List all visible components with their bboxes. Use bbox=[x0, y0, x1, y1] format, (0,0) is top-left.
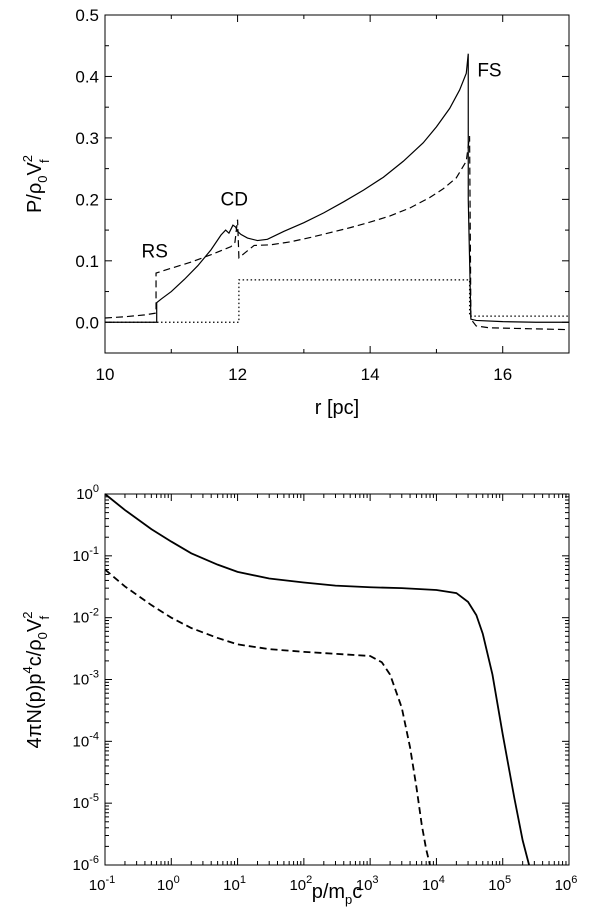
bottom-plot-data bbox=[104, 493, 530, 866]
top-y-tick-label: 0.5 bbox=[75, 6, 99, 25]
top-y-tick-label: 0.1 bbox=[75, 252, 99, 271]
bottom-y-tick-label: 10-6 bbox=[73, 854, 99, 874]
top-x-tick-label: 12 bbox=[228, 365, 247, 384]
bottom-y-tick-label: 10-3 bbox=[73, 669, 99, 689]
bottom-x-tick-label: 10-1 bbox=[89, 874, 115, 894]
bottom-ylabel-b: c/ρ bbox=[24, 639, 46, 666]
top-y-tick-label: 0.3 bbox=[75, 129, 99, 148]
top-plot-data bbox=[104, 53, 570, 331]
top-x-tick-label: 16 bbox=[493, 365, 512, 384]
top-y-tick-label: 0.4 bbox=[75, 67, 99, 86]
top-ylabel-sup: 2 bbox=[20, 155, 35, 162]
bottom-ylabel-sup4: 4 bbox=[20, 666, 35, 673]
bottom-y-tick-label: 10-4 bbox=[73, 730, 99, 750]
annotation-cd: CD bbox=[221, 190, 248, 211]
bottom-ticks: 10-1 100 101 102 103 104 105 106 100 10-1 10-2 10-3… bbox=[73, 483, 578, 894]
top-series-dashed-line bbox=[104, 135, 570, 331]
top-ticks: 10 12 14 16 0.0 0.1 0.2 0.3 0.4 0.5 bbox=[75, 6, 569, 384]
top-y-axis-label: P/ρ0V2 f bbox=[20, 155, 52, 213]
bottom-ylabel-mid: V bbox=[24, 618, 46, 632]
bottom-y-tick-label: 100 bbox=[76, 483, 99, 503]
bottom-panel: 10-1 100 101 102 103 104 105 106 100 10-1 10-2 10-3… bbox=[20, 483, 577, 907]
top-y-tick-label: 0.0 bbox=[75, 313, 99, 332]
bottom-y-tick-label: 10-5 bbox=[73, 792, 99, 812]
top-ylabel-base: P/ρ bbox=[24, 183, 46, 213]
top-panel: 10 12 14 16 0.0 0.1 0.2 0.3 0.4 0.5 RS CD FS r [p… bbox=[20, 6, 570, 419]
top-ylabel-sub0: 0 bbox=[35, 176, 50, 183]
top-series-solid-line bbox=[105, 53, 569, 323]
top-ylabel-sub1: f bbox=[37, 159, 52, 163]
bottom-y-tick-label: 10-1 bbox=[73, 545, 99, 565]
bottom-series-dashed-line bbox=[104, 568, 431, 866]
top-x-tick-label: 14 bbox=[361, 365, 380, 384]
annotation-rs: RS bbox=[142, 242, 168, 263]
annotation-fs: FS bbox=[477, 60, 501, 81]
bottom-x-tick-label: 103 bbox=[356, 874, 379, 894]
bottom-series-solid-line bbox=[104, 493, 530, 866]
top-y-tick-label: 0.2 bbox=[75, 190, 99, 209]
top-x-axis-label: r [pc] bbox=[315, 397, 359, 419]
bottom-x-tick-label: 101 bbox=[223, 874, 246, 894]
top-x-tick-label: 10 bbox=[96, 365, 115, 384]
top-plot-frame bbox=[104, 14, 570, 354]
bottom-x-tick-label: 105 bbox=[488, 874, 511, 894]
top-series-dotted-line bbox=[105, 279, 569, 323]
bottom-ylabel-subf: f bbox=[37, 616, 52, 620]
bottom-x-tick-label: 106 bbox=[555, 874, 578, 894]
bottom-y-tick-label: 10-2 bbox=[73, 607, 99, 627]
bottom-ylabel-a: N(p)p bbox=[24, 674, 46, 724]
bottom-ylabel-sup2: 2 bbox=[20, 612, 35, 619]
bottom-xlabel-tail: c bbox=[352, 881, 362, 903]
bottom-x-tick-label: 104 bbox=[422, 874, 445, 894]
bottom-ylabel-lead: 4 bbox=[24, 737, 46, 748]
top-ylabel-mid: V bbox=[24, 162, 46, 176]
bottom-x-tick-label: 100 bbox=[157, 874, 180, 894]
bottom-x-tick-label: 102 bbox=[289, 874, 312, 894]
bottom-plot-frame bbox=[104, 493, 570, 866]
bottom-xlabel-base: p/m bbox=[312, 881, 345, 903]
bottom-y-axis-label: 4πN(p)p4c/ρ0V2 f bbox=[20, 612, 52, 749]
bottom-ylabel-sub0: 0 bbox=[35, 632, 50, 639]
bottom-ylabel-pi: π bbox=[24, 724, 46, 738]
bottom-x-axis-label: p/mpc bbox=[312, 881, 363, 907]
bottom-xlabel-sub: p bbox=[345, 892, 352, 907]
